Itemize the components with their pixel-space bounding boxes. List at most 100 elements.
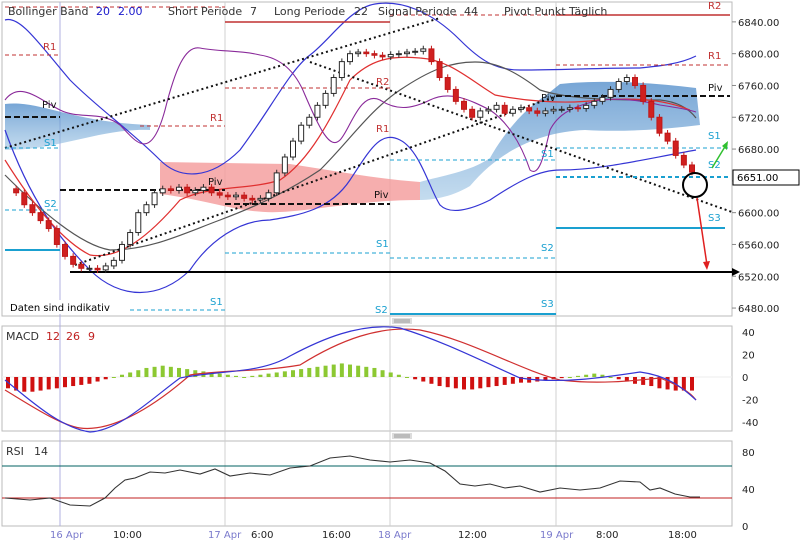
price-tick-label: 6520.00 [738, 272, 779, 283]
candle-body [534, 110, 541, 114]
macd-hist-bar [592, 373, 597, 377]
label-piv: Piv [541, 93, 556, 104]
price-tick-label: 6760.00 [738, 81, 779, 92]
ma-short [4, 56, 691, 257]
candle-body [404, 51, 410, 55]
macd-resize-grip[interactable] [392, 318, 412, 324]
candle-body [599, 96, 606, 102]
candle-body [689, 164, 695, 173]
time-tick-label: 18 Apr [378, 530, 412, 541]
candle-body [501, 104, 508, 114]
candle-body [648, 100, 655, 118]
rsi-panel [1, 440, 733, 527]
macd-hist-bar [437, 377, 442, 387]
candle-body [241, 194, 248, 199]
candle-body [330, 77, 337, 94]
time-tick-label: 12:00 [458, 530, 487, 541]
macd-hist-bar [152, 366, 157, 377]
label-s2: S2 [541, 243, 554, 254]
candle-body [86, 267, 93, 270]
candle-body [379, 54, 386, 58]
candle-body [127, 232, 134, 245]
candle-body [281, 156, 288, 174]
macd-hist-bar [54, 377, 59, 389]
candle-body [167, 188, 174, 191]
macd-p3: 9 [88, 330, 95, 343]
candle-body [469, 108, 476, 118]
highlight-circle [682, 172, 708, 198]
candle-body [542, 110, 549, 114]
macd-hist-bar [478, 377, 483, 389]
disclaimer: Daten sind indikativ [10, 303, 110, 314]
macd-hist-bar [22, 377, 27, 392]
candle-body [591, 100, 598, 106]
macd-hist-bar [258, 374, 263, 377]
indicator-header: Bollinger Band 20 2.00 Short Periode 7 L… [8, 5, 607, 18]
candle-body [53, 228, 60, 245]
trend-channel-lower [74, 94, 561, 266]
macd-hist-bar [168, 366, 173, 377]
candle-body [575, 107, 581, 110]
macd-hist-bar [649, 377, 654, 387]
macd-signal-line [4, 328, 697, 430]
price-tick-label: 6720.00 [738, 113, 779, 124]
current-price: 6651.00 [737, 173, 778, 184]
macd-hist-bar [95, 377, 100, 382]
candle-body [143, 204, 150, 214]
candle-body [21, 192, 28, 206]
candle-body [395, 53, 402, 56]
pivot-label: Pivot Punkt Täglich [504, 5, 607, 18]
macd-hist-bar [282, 371, 287, 377]
macd-hist-bar [502, 377, 507, 385]
time-axis: 16 Apr 10:00 17 Apr 6:00 16:00 18 Apr 12:00 19 … [50, 530, 697, 541]
candle-body [184, 186, 191, 194]
candle-body [566, 107, 573, 110]
macd-hist-bar [217, 373, 222, 377]
candle-body [322, 92, 329, 106]
macd-hist-bar [234, 375, 238, 377]
bollinger-lower [4, 129, 697, 294]
candle-body [200, 186, 207, 191]
candle-body [452, 88, 459, 102]
macd-hist-bar [429, 377, 434, 384]
price-tick-label: 6680.00 [738, 145, 779, 156]
price-axis: 6840.006800.006760.006720.006680.006640.… [732, 18, 779, 315]
candle-body [444, 77, 451, 90]
label-s1: S1 [708, 131, 721, 142]
rsi-label: RSI [6, 445, 24, 458]
macd-tick-label: 0 [742, 373, 748, 384]
rsi-resize-grip[interactable] [392, 433, 412, 439]
macd-hist-bar [209, 372, 214, 377]
candle-body [314, 104, 321, 118]
macd-hist-bar [323, 365, 328, 377]
macd-hist-bar [372, 367, 377, 377]
label-r1: R1 [376, 124, 389, 135]
macd-hist-bar [624, 377, 629, 382]
macd-hist-bar [657, 377, 662, 389]
candle-body [249, 197, 256, 201]
label-s1: S1 [376, 239, 389, 250]
macd-hist-bar [421, 377, 426, 382]
short-label: Short Periode [168, 5, 242, 18]
candle-body [347, 53, 353, 63]
long-label: Long Periode [274, 5, 345, 18]
candle-body [102, 265, 109, 271]
time-tick-label: 16:00 [322, 530, 351, 541]
signal-val: 44 [464, 5, 478, 18]
macd-hist-bar [608, 377, 613, 378]
time-tick-label: 17 Apr [208, 530, 242, 541]
rsi-p1: 14 [34, 445, 48, 458]
candle-body [680, 154, 687, 166]
candle-body [298, 124, 305, 142]
macd-hist-bar [396, 374, 401, 377]
macd-line [4, 326, 697, 433]
rsi-header: RSI 14 [6, 445, 48, 458]
time-tick-label: 16 Apr [50, 530, 84, 541]
candle-body [233, 194, 239, 198]
disclaimer-bg [6, 300, 118, 314]
macd-hist-bar [30, 377, 35, 392]
macd-hist-bar [462, 377, 466, 390]
time-tick-label: 19 Apr [540, 530, 574, 541]
macd-hist-bar [567, 377, 572, 378]
